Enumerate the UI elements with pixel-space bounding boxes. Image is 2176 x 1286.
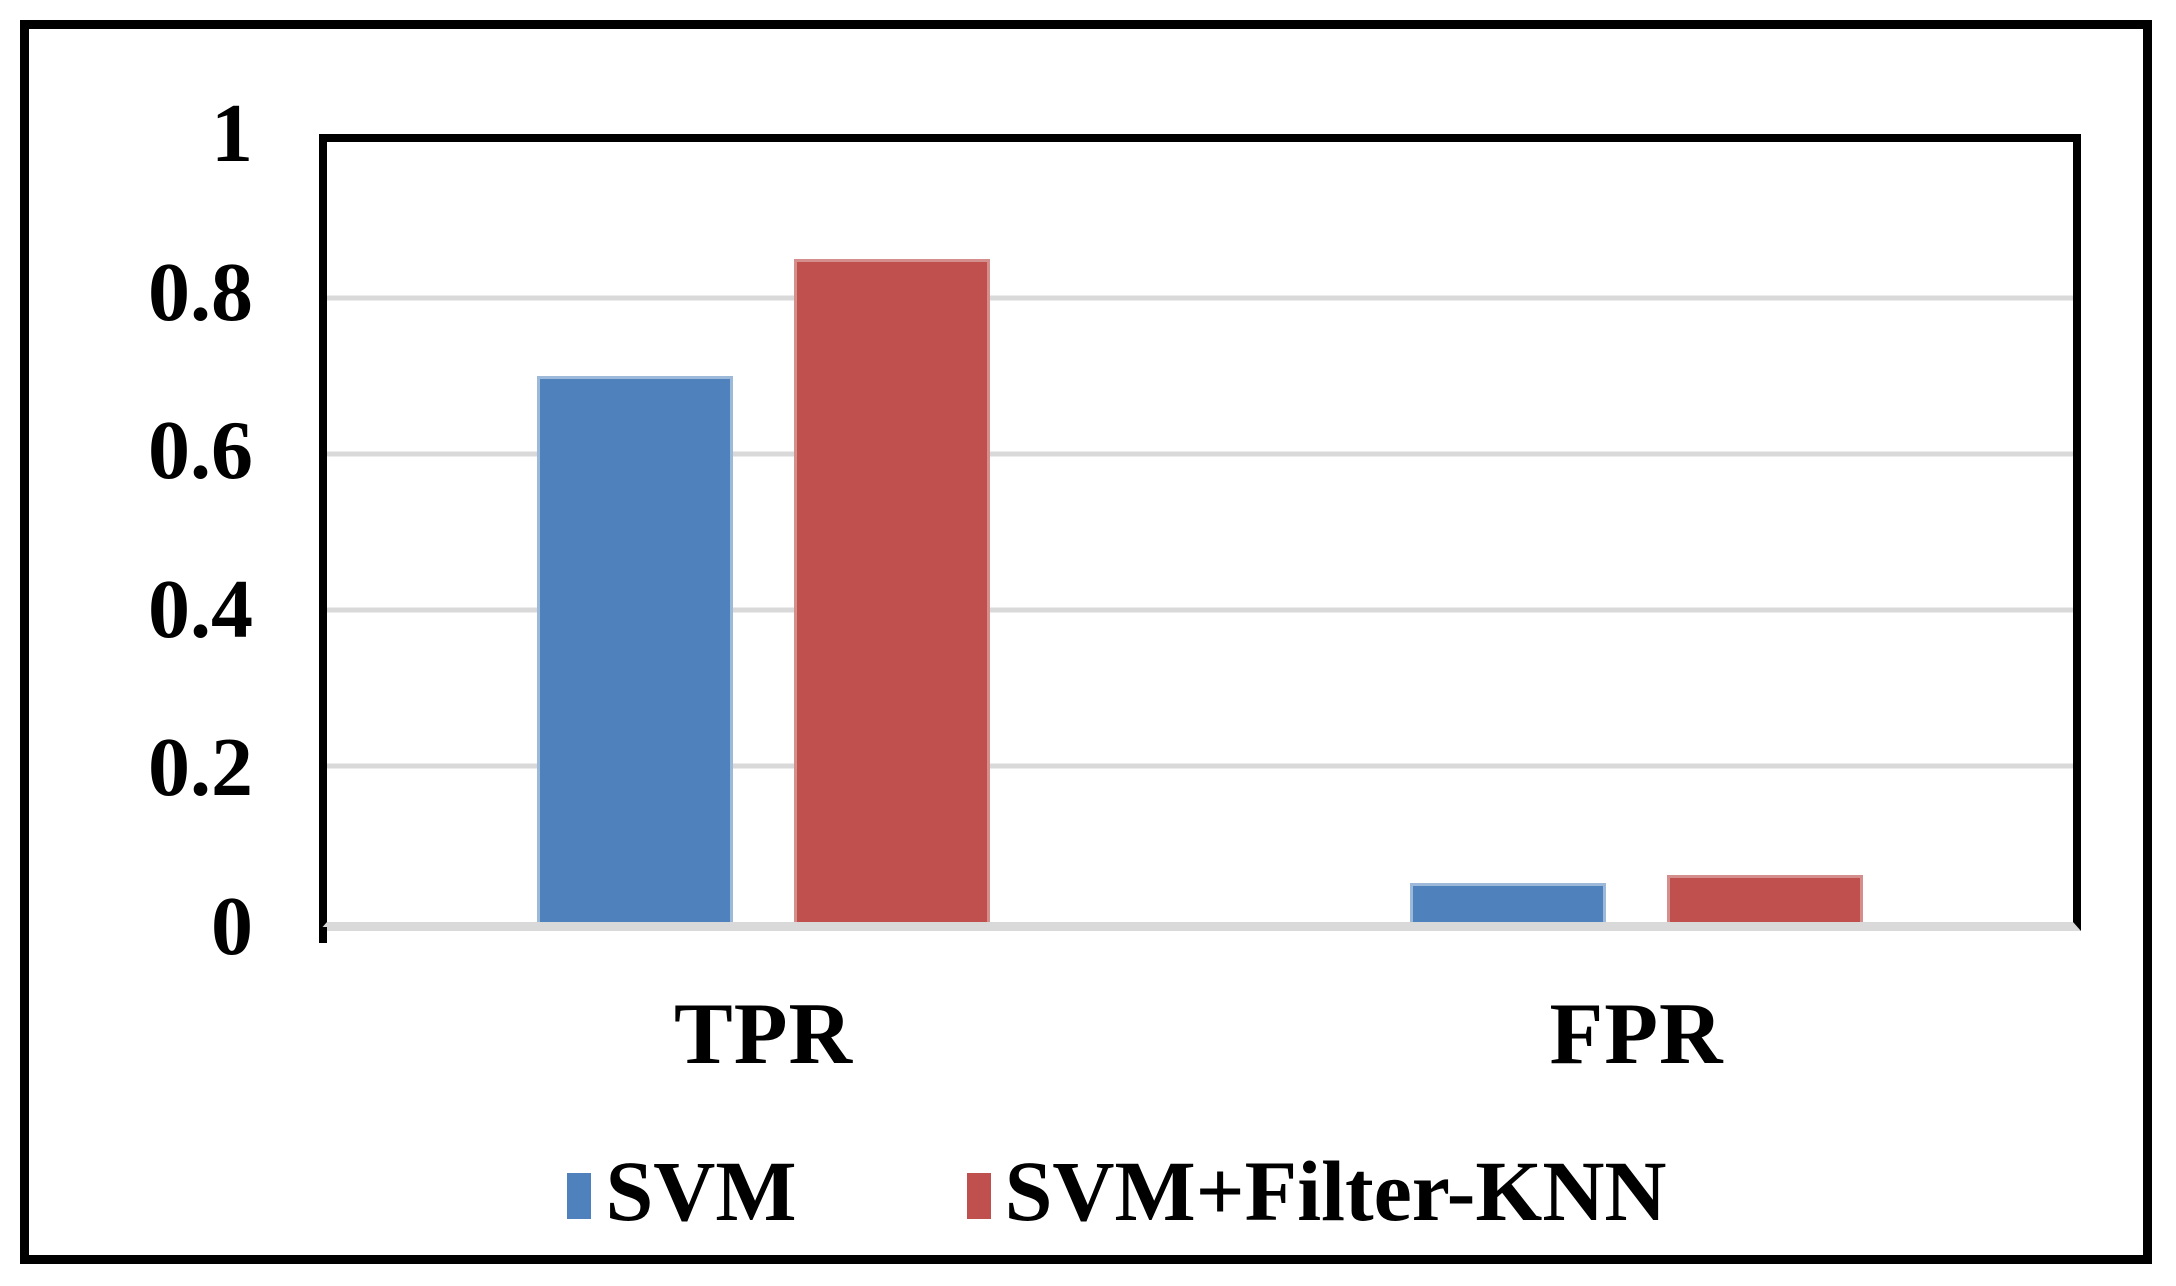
legend-item-svm-filter-knn: SVM+Filter-KNN [966,1141,1667,1241]
category-label-tpr: TPR [674,985,853,1083]
plot-area [319,134,2081,931]
y-tick-label-0.8: 0.8 [148,245,253,339]
y-tick-label-1: 1 [211,87,253,180]
legend-item-svm: SVM [567,1141,797,1241]
y-tick-label-0.4: 0.4 [148,562,253,656]
gridline-0.2 [327,763,2073,769]
y-axis-zero-tick [319,927,327,943]
legend-swatch-icon [567,1173,592,1219]
category-label-fpr: FPR [1549,985,1724,1083]
legend-swatch-icon [966,1173,991,1219]
legend: SVM SVM+Filter-KNN [29,1141,2176,1241]
y-tick-label-0: 0 [211,880,253,973]
bar-svm-filter-knn-fpr [1666,875,1864,922]
gridline-0.6 [327,451,2073,457]
bar-svm-tpr [536,376,734,922]
bar-svm-fpr [1409,883,1607,922]
gridline-0.4 [327,607,2073,613]
legend-label: SVM+Filter-KNN [1004,1143,1667,1239]
x-axis-category-labels: TPR FPR [327,974,2073,1094]
legend-label: SVM [605,1143,797,1239]
y-tick-label-0.6: 0.6 [148,404,253,498]
chart-frame: 1 0.8 0.6 0.4 0.2 0 TPR FPR SVM SVM+Filter-KNN [20,20,2152,1264]
gridline-0.8 [327,295,2073,301]
y-tick-label-0.2: 0.2 [148,721,253,815]
bar-svm-filter-knn-tpr [793,259,991,922]
